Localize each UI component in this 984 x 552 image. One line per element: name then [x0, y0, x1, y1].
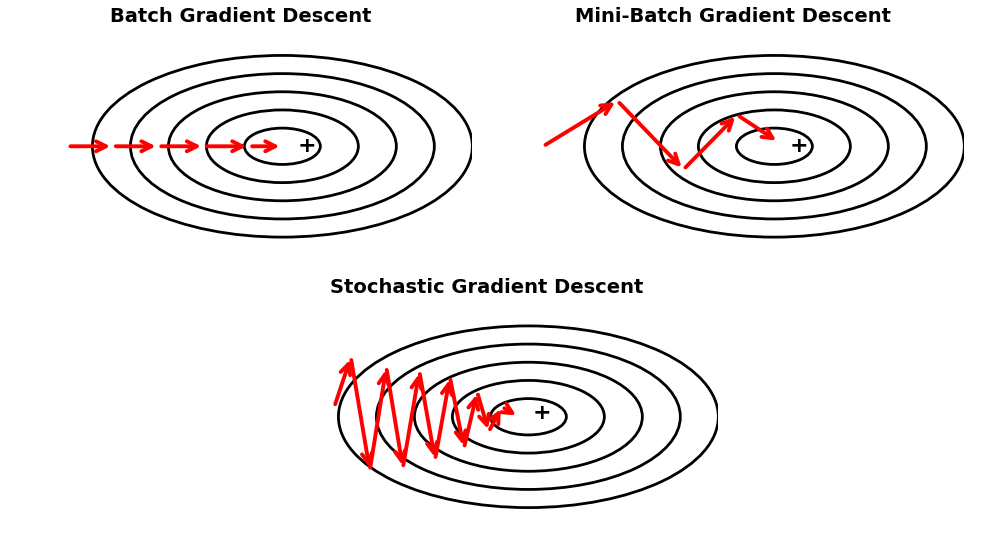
- Title: Batch Gradient Descent: Batch Gradient Descent: [110, 7, 372, 26]
- Title: Stochastic Gradient Descent: Stochastic Gradient Descent: [331, 278, 644, 297]
- Text: +: +: [532, 402, 551, 423]
- Title: Mini-Batch Gradient Descent: Mini-Batch Gradient Descent: [575, 7, 892, 26]
- Text: +: +: [297, 136, 316, 156]
- Text: +: +: [789, 136, 808, 156]
